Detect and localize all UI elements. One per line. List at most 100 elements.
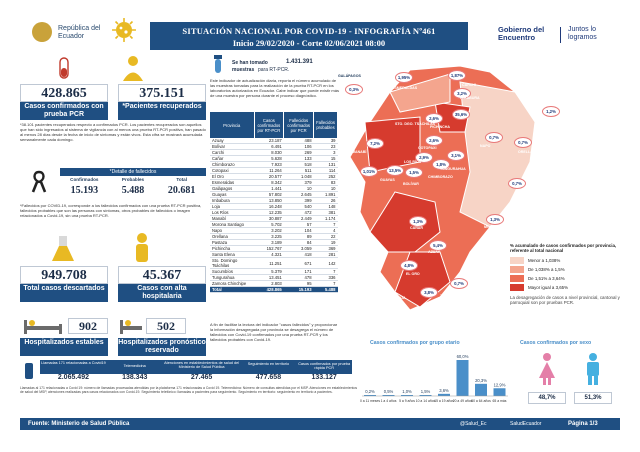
map-badge-zamora-chinchipe: 0,7% — [450, 278, 468, 289]
table-row: Pichincha 152.767 3.059 369 — [210, 245, 338, 252]
cell-value: 106 — [283, 143, 314, 150]
footer-twitter[interactable]: @Salud_Ec — [460, 421, 487, 427]
table-row: El Oro 20.577 1.048 252 — [210, 173, 338, 180]
cell-value: 3.059 — [283, 245, 314, 252]
cell-value: 488 — [283, 138, 314, 144]
male-percent: 51,3% — [574, 392, 612, 404]
rapid-header: Casos confirmados por prueba rápida PCR — [298, 362, 351, 371]
telemed-value: 138.343 — [122, 374, 148, 381]
legend-swatch — [510, 284, 524, 291]
table-row: Cañar 5.628 133 15 — [210, 155, 338, 162]
cell-province: Sto. Domingo Tsáchilas — [210, 257, 254, 269]
cell-province: Tungurahua — [210, 274, 254, 281]
age-category-label: 65 a más — [493, 399, 507, 403]
msp-header: Atenciones en establecimientos de salud … — [164, 361, 240, 370]
cell-value: 381 — [313, 209, 338, 216]
stable-number: 902 — [68, 318, 108, 334]
legend-swatch — [510, 266, 524, 273]
age-category-label: 5 a 9 años — [399, 399, 415, 403]
mourning-ribbon-icon — [31, 170, 47, 193]
cell-value: 369 — [313, 245, 338, 252]
telemed-header: Telemedicina — [123, 364, 146, 368]
footer-page: Página 1/3 — [568, 421, 598, 427]
cell-value: 7 — [313, 221, 338, 228]
deaths-header-probable: Probables — [121, 177, 145, 182]
age-category-label: 50 a 64 años — [471, 399, 491, 403]
cell-province: Manabí — [210, 215, 254, 222]
cell-value: 133 — [283, 155, 314, 162]
cell-province: Pichincha — [210, 245, 254, 252]
cell-value: 6.491 — [254, 143, 284, 150]
map-badge-pichincha: 2,6% — [425, 113, 443, 124]
stable-label: Hospitalizados estables — [20, 338, 108, 356]
cell-value: 152.767 — [254, 245, 284, 252]
age-bar-label: 20,3% — [475, 378, 487, 383]
age-chart: 0,2% 0 a 11 meses 0,5% 1 a 4 años 1,0% 5 a 9 … — [360, 354, 508, 403]
map-badge-guayas: 13,5% — [386, 165, 404, 176]
deaths-note: *Fallecidos por COVID-19, corresponde a … — [20, 203, 202, 218]
female-icon — [539, 353, 555, 385]
table-row: Manabí 30.887 2.449 1.174 — [210, 215, 338, 222]
cell-value: 39 — [313, 138, 338, 144]
discarded-number: 949.708 — [20, 266, 108, 284]
cell-value: 19 — [313, 239, 338, 246]
table-row: Pastaza 3.189 84 19 — [210, 239, 338, 246]
cell-value: 4 — [313, 227, 338, 234]
cell-province: Zamora Chinchipe — [210, 280, 254, 287]
cell-value: 13.451 — [254, 274, 284, 281]
age-category-label: 1 a 4 años — [381, 399, 397, 403]
page-title: SITUACIÓN NACIONAL POR COVID-19 - INFOGR… — [182, 26, 436, 36]
page-subtitle: Inicio 29/02/2020 - Corte 02/06/2021 08:… — [232, 38, 386, 48]
province-label: AZUAY — [428, 250, 441, 254]
samples-text-b: muestras — [232, 67, 255, 73]
hospital-reserved-icon — [120, 320, 142, 334]
table-row: Esmeraldas 8.342 379 83 — [210, 179, 338, 186]
cell-province: Santa Elena — [210, 251, 254, 258]
cell-province: Bolívar — [210, 143, 254, 150]
cell-province: Napo — [210, 227, 254, 234]
cell-value: 2.803 — [254, 280, 284, 287]
cell-province: Morona Santiago — [210, 221, 254, 228]
cell-value: 89 — [283, 233, 314, 240]
map-badge-imbabura: 3,2% — [453, 88, 471, 99]
cell-province: Azuay — [210, 138, 254, 144]
title-banner: SITUACIÓN NACIONAL POR COVID-19 - INFOGR… — [150, 22, 468, 50]
cell-value: 23.187 — [254, 138, 284, 144]
cell-value: 83 — [313, 179, 338, 186]
age-bar-label: 0,5% — [384, 389, 394, 394]
map-badge-el-oro: 4,8% — [400, 260, 418, 271]
cell-value: 7 — [313, 280, 338, 287]
province-label: CAÑAR — [410, 226, 423, 230]
discharged-number: 45.367 — [118, 266, 206, 284]
table-row: Loja 16.248 540 148 — [210, 203, 338, 210]
gov-separator — [560, 27, 561, 43]
map-badge-orellana: 0,7% — [514, 137, 532, 148]
age-bar — [382, 395, 395, 396]
province-label: IMBABURA — [460, 96, 480, 100]
table-body: Azuay 23.187 488 39 Bolívar 6.491 106 23 Carchi 8… — [210, 138, 338, 293]
cell-value: 511 — [283, 167, 314, 174]
recovered-label: *Pacientes recuperados — [118, 102, 206, 120]
age-category-label: 15 a 19 años — [434, 399, 454, 403]
deaths-total: 20.681 — [167, 185, 196, 196]
map-badge-los-r-os: 2,9% — [415, 152, 433, 163]
sex-chart-title: Casos confirmados por sexo — [520, 340, 592, 346]
cell-value: 671 — [283, 257, 314, 269]
services-values: 2.065.492 138.343 27.465 477.658 133.127 — [40, 374, 352, 384]
cell-value: 399 — [283, 197, 314, 204]
age-bar-label: 0,2% — [365, 389, 375, 394]
header: República del Ecuador SITUACIÓN NACIONAL… — [0, 0, 640, 50]
map-badge-esmeraldas: 1,95% — [395, 72, 413, 83]
cell-value: 15.193 — [283, 286, 314, 293]
footer-bar: Fuente: Ministerio de Salud Pública @Sal… — [20, 418, 620, 430]
cell-province: Loja — [210, 203, 254, 210]
cell-value: 20.577 — [254, 173, 284, 180]
table-row: Sucumbíos 5.379 171 7 — [210, 268, 338, 275]
cell-value: 148 — [313, 203, 338, 210]
cell-value: 518 — [283, 161, 314, 168]
samples-text-c: para RT-PCR. — [258, 67, 290, 73]
recovered-number: 375.151 — [118, 84, 206, 102]
footer-facebook[interactable]: SaludEcuador — [510, 421, 542, 427]
table-row: Azuay 23.187 488 39 — [210, 138, 338, 144]
cell-value: 281 — [313, 251, 338, 258]
